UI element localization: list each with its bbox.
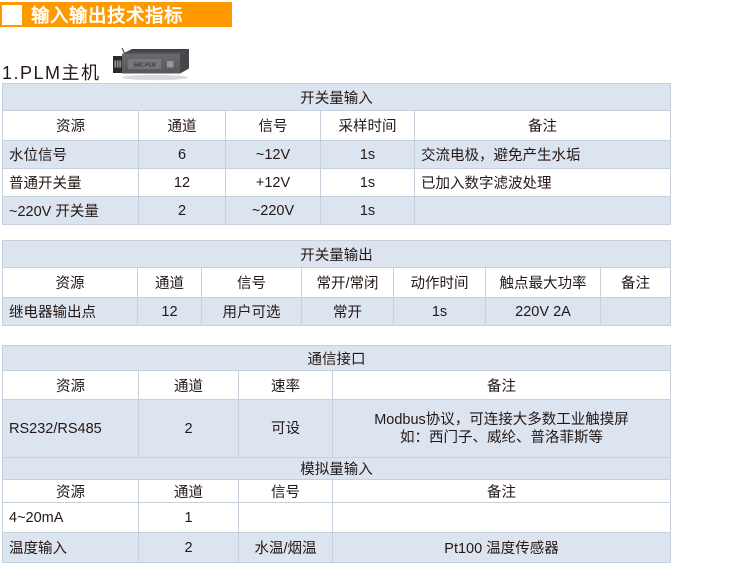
svg-text:SBC-PLM: SBC-PLM [133,63,155,69]
